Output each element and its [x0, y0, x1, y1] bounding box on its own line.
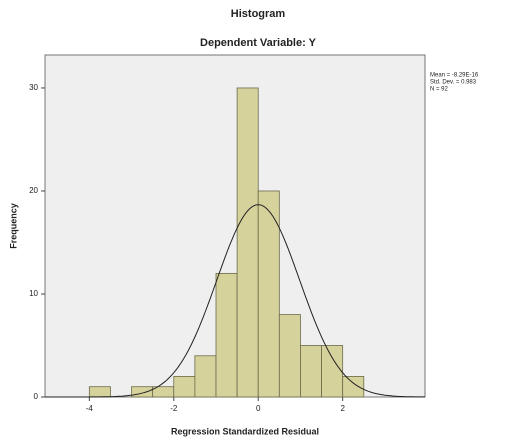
chart-title: Histogram [231, 8, 286, 20]
y-tick-label: 0 [34, 392, 39, 401]
y-tick-label: 30 [29, 83, 38, 92]
bar [216, 273, 237, 397]
y-tick-label: 20 [29, 186, 38, 195]
bar [237, 88, 258, 397]
chart-subtitle: Dependent Variable: Y [200, 37, 317, 49]
x-tick-label: -2 [170, 404, 178, 413]
bar [195, 356, 216, 397]
stat-mean: Mean = -8.29E-16 [430, 73, 479, 79]
chart: Histogram Dependent Variable: Y Regressi… [0, 0, 508, 440]
x-tick-label: 0 [256, 404, 261, 413]
bar [322, 345, 343, 397]
y-axis-label: Frequency [8, 203, 18, 249]
bar [89, 387, 110, 397]
stat-n: N = 92 [430, 87, 449, 93]
bar [174, 376, 195, 397]
bar [132, 387, 153, 397]
bar [300, 345, 321, 397]
page: {"chart_data": {"type": "histogram", "ti… [0, 0, 508, 440]
bar [343, 376, 364, 397]
x-tick-label: 2 [340, 404, 345, 413]
x-axis-label: Regression Standardized Residual [171, 426, 319, 436]
x-tick-label: -4 [86, 404, 94, 413]
y-tick-label: 10 [29, 289, 38, 298]
bar [279, 315, 300, 397]
stat-std-dev: Std. Dev. = 0.983 [430, 80, 477, 86]
